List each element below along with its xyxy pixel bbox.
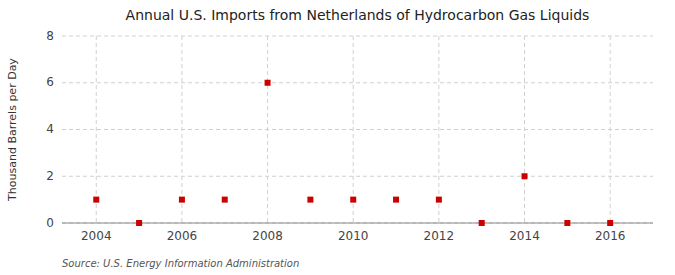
y-tick-label: 2 [46, 169, 54, 183]
grid-line [62, 82, 653, 83]
point [607, 220, 613, 226]
grid-line [62, 176, 653, 177]
x-tick-label: 2008 [252, 229, 283, 243]
y-axis-label: Thousand Barrels per Day [6, 58, 19, 202]
x-tick-label: 2006 [167, 229, 198, 243]
title: Annual U.S. Imports from Netherlands of … [126, 7, 590, 23]
points [93, 80, 613, 226]
point [564, 220, 570, 226]
point [479, 220, 485, 226]
point [179, 197, 185, 203]
point [393, 197, 399, 203]
point [93, 197, 99, 203]
grid-line [610, 36, 611, 223]
grid-line [181, 36, 182, 223]
x-tick-label: 2004 [81, 229, 112, 243]
point [522, 173, 528, 179]
grid [62, 36, 653, 223]
grid-line [353, 36, 354, 223]
tick-labels: 0 2 4 6 8 2004 2006 2008 2010 2012 2014 2016 [46, 29, 625, 244]
point [136, 220, 142, 226]
x-tick-label: 2010 [338, 229, 369, 243]
grid-line [62, 129, 653, 130]
y-tick-label: 4 [46, 122, 54, 136]
grid-line [524, 36, 525, 223]
chart: 0 2 4 6 8 2004 2006 2008 2010 2012 2014 2016 Annual … [0, 0, 675, 275]
y-tick-label: 6 [46, 75, 54, 89]
source-note: Source: U.S. Energy Information Administ… [62, 258, 299, 269]
y-tick-label: 0 [46, 216, 54, 230]
point [350, 197, 356, 203]
y-tick-label: 8 [46, 29, 54, 43]
grid-line [62, 36, 653, 37]
point [307, 197, 313, 203]
grid-line [438, 36, 439, 223]
x-tick-label: 2016 [595, 229, 626, 243]
x-tick-label: 2012 [424, 229, 455, 243]
point [222, 197, 228, 203]
point [265, 80, 271, 86]
x-tick-label: 2014 [509, 229, 540, 243]
grid-line [267, 36, 268, 223]
point [436, 197, 442, 203]
grid-line [96, 36, 97, 223]
